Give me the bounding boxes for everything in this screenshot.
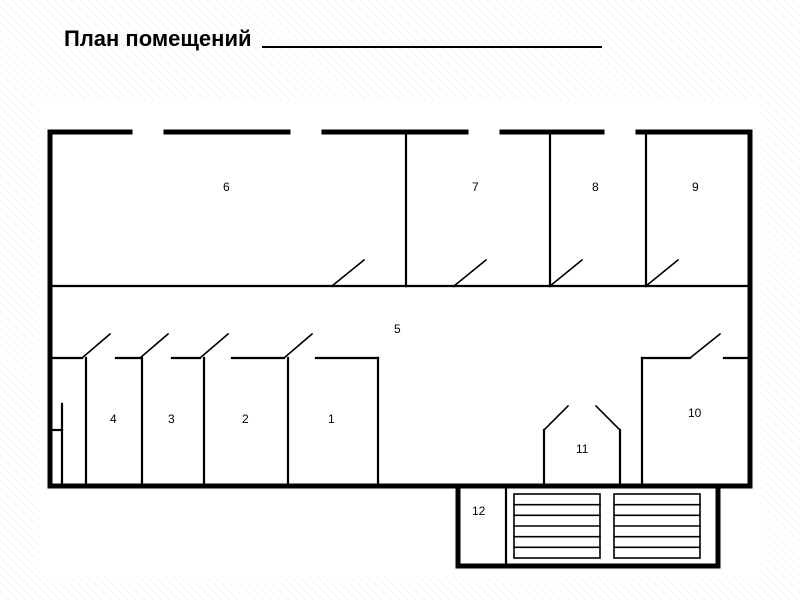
room-label-9: 9 [692,180,699,194]
room-label-5: 5 [394,322,401,336]
page-title: План помещений [64,26,252,52]
title-blank-underline [262,46,602,48]
floor-plan: 123456789101112 [38,100,762,578]
floor-plan-svg [38,100,762,578]
room-label-12: 12 [472,504,485,518]
room-label-4: 4 [110,412,117,426]
room-label-2: 2 [242,412,249,426]
room-label-3: 3 [168,412,175,426]
room-label-10: 10 [688,406,701,420]
room-label-7: 7 [472,180,479,194]
room-label-1: 1 [328,412,335,426]
room-label-6: 6 [223,180,230,194]
room-label-11: 11 [576,442,588,456]
room-label-8: 8 [592,180,599,194]
